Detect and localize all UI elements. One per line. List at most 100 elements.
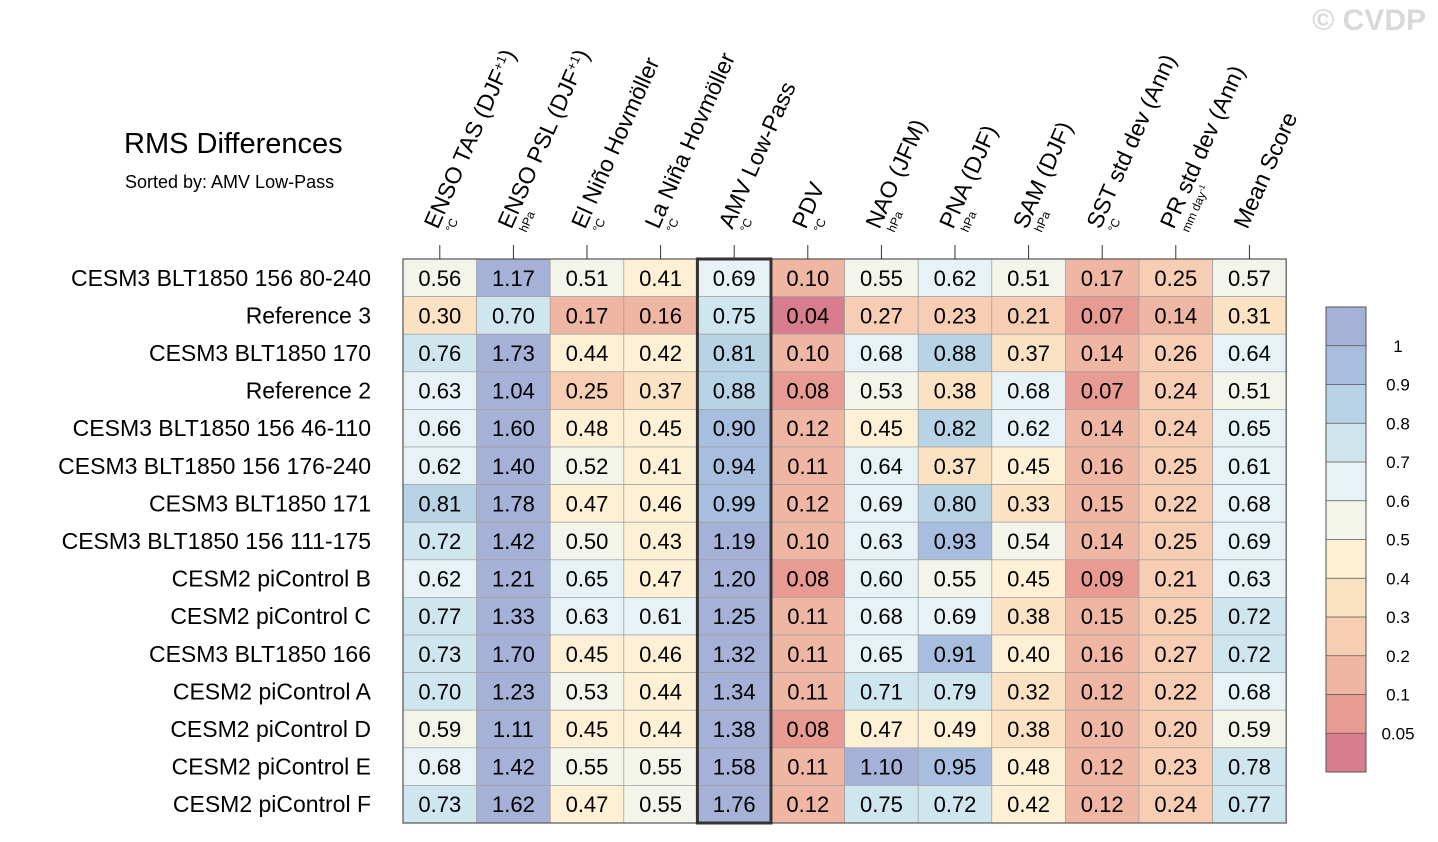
cell-value-label: 0.94	[713, 454, 756, 479]
cell-value-label: 0.45	[1007, 567, 1050, 592]
row-label: CESM3 BLT1850 156 80-240	[71, 265, 371, 291]
cell-value-label: 0.37	[934, 454, 977, 479]
cell-value-label: 0.45	[566, 717, 609, 742]
cell-value-label: 0.61	[1228, 454, 1271, 479]
cell-value-label: 0.68	[1228, 491, 1271, 516]
heatmap-cell	[917, 634, 993, 673]
heatmap-cell	[844, 371, 919, 410]
heatmap-cell	[476, 371, 551, 410]
heatmap-cell	[917, 446, 993, 485]
cell-value-label: 0.32	[1007, 679, 1050, 704]
cell-value-label: 0.76	[418, 341, 461, 366]
heatmap-cell	[770, 371, 845, 410]
cell-value-label: 0.08	[786, 567, 829, 592]
cell-value-label: 0.53	[860, 379, 903, 404]
heatmap-cell	[1065, 371, 1140, 410]
cell-value-label: 0.69	[713, 266, 756, 291]
cell-value-label: 0.51	[1007, 266, 1050, 291]
heatmap-cell	[697, 521, 772, 561]
cell-value-label: 0.07	[1081, 303, 1124, 328]
cell-value-label: 1.76	[713, 792, 756, 817]
row-label: CESM3 BLT1850 156 46-110	[73, 415, 371, 441]
cell-value-label: 0.52	[566, 454, 609, 479]
heatmap-cell	[991, 709, 1066, 749]
cell-value-label: 0.75	[860, 792, 903, 817]
cell-value-label: 1.42	[492, 529, 535, 554]
cell-value-label: 0.62	[418, 454, 461, 479]
heatmap-cell	[1065, 446, 1140, 485]
row-label: CESM2 piControl A	[173, 678, 372, 704]
heatmap-cell	[991, 333, 1066, 373]
chart-title: RMS Differences	[124, 128, 343, 160]
heatmap-cell	[1138, 258, 1213, 297]
heatmap-cell	[623, 484, 698, 523]
cell-value-label: 1.78	[492, 491, 535, 516]
cell-value-label: 0.54	[1007, 529, 1050, 554]
cell-value-label: 0.11	[787, 679, 828, 704]
heatmap-cell	[549, 634, 625, 673]
heatmap-cell	[1138, 559, 1213, 598]
heatmap-cell	[1212, 333, 1287, 373]
colorbar-segment	[1326, 345, 1366, 385]
cell-value-label: 0.55	[566, 755, 609, 780]
cell-value-label: 0.73	[418, 642, 461, 667]
cell-value-label: 0.49	[934, 717, 977, 742]
cell-value-label: 0.47	[566, 491, 609, 516]
heatmap-cell	[1138, 446, 1213, 485]
cell-value-label: 0.04	[786, 303, 829, 328]
cell-value-label: 0.51	[1228, 379, 1271, 404]
heatmap-cell	[697, 409, 772, 448]
row-label: CESM3 BLT1850 156 111-175	[62, 528, 371, 554]
cell-value-label: 1.38	[713, 717, 756, 742]
heatmap-cell	[1138, 296, 1213, 335]
cell-value-label: 0.41	[639, 454, 682, 479]
heatmap-cell	[991, 296, 1066, 335]
cell-value-label: 0.77	[1228, 792, 1271, 817]
cvdp-watermark: © CVDP	[1312, 4, 1426, 37]
heatmap-cell	[844, 296, 919, 335]
heatmap-cell	[476, 672, 551, 711]
heatmap-cell	[402, 296, 477, 335]
cell-value-label: 0.45	[1007, 454, 1050, 479]
cell-value-label: 0.12	[786, 416, 829, 441]
cell-value-label: 0.71	[860, 679, 903, 704]
cell-value-label: 0.69	[1228, 529, 1271, 554]
cell-value-label: 0.37	[1007, 341, 1050, 366]
heatmap-cell	[917, 409, 993, 448]
heatmap-cell	[1212, 521, 1287, 561]
colorbar-tick-label: 1	[1393, 337, 1402, 356]
cell-value-label: 0.47	[639, 567, 682, 592]
heatmap-cell	[1212, 672, 1287, 711]
heatmap-cell	[1065, 409, 1140, 448]
cell-value-label: 0.11	[787, 642, 828, 667]
row-label: CESM2 piControl F	[173, 791, 371, 817]
colorbar-segment	[1326, 617, 1366, 656]
colorbar-segment	[1326, 307, 1366, 346]
heatmap-cell	[1212, 634, 1287, 673]
heatmap-cell	[402, 785, 477, 824]
cell-value-label: 0.27	[860, 303, 903, 328]
heatmap-cell	[770, 446, 845, 485]
colorbar-segment	[1326, 655, 1366, 695]
cell-value-label: 0.38	[1007, 604, 1050, 629]
cell-value-label: 0.53	[566, 679, 609, 704]
cell-value-label: 0.57	[1228, 266, 1271, 291]
row-label: Reference 2	[246, 378, 371, 404]
colorbar-tick-label: 0.5	[1386, 531, 1410, 550]
cell-value-label: 0.07	[1081, 379, 1124, 404]
heatmap-cell	[697, 785, 772, 824]
column-unit-label: °C	[1105, 216, 1123, 234]
heatmap-cell	[1065, 484, 1140, 523]
cell-value-label: 0.68	[1228, 679, 1271, 704]
heatmap-cell	[476, 446, 551, 485]
heatmap-cell	[402, 409, 477, 448]
heatmap-cell	[1065, 747, 1140, 786]
heatmap-cell	[623, 747, 698, 786]
cell-value-label: 0.99	[713, 491, 756, 516]
cell-value-label: 0.51	[566, 266, 609, 291]
column-unit-label: °C	[664, 216, 682, 234]
cell-value-label: 0.14	[1081, 341, 1124, 366]
cell-value-label: 0.78	[1228, 755, 1271, 780]
cell-value-label: 0.33	[1007, 491, 1050, 516]
heatmap-cell	[1212, 258, 1287, 297]
